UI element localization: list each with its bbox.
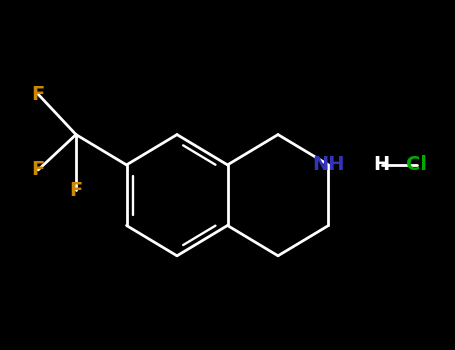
Text: F: F	[31, 160, 45, 180]
Text: Cl: Cl	[406, 155, 427, 174]
Text: F: F	[69, 181, 83, 199]
Text: F: F	[31, 85, 45, 104]
Text: H: H	[374, 155, 389, 174]
Text: NH: NH	[312, 155, 345, 174]
